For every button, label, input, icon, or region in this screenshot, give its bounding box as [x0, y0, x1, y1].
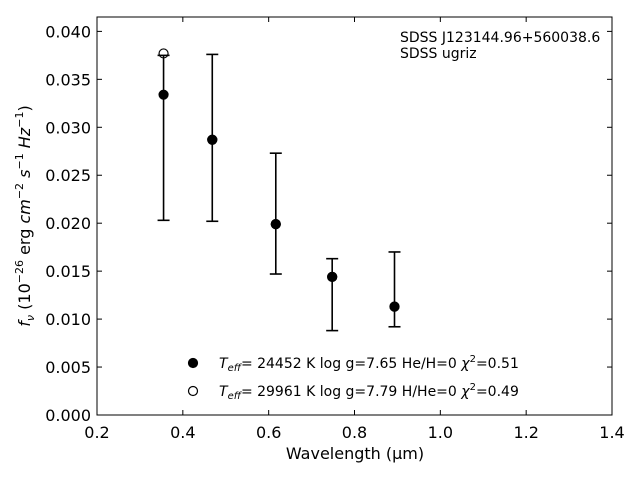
annotation-filter-set: SDSS ugriz	[400, 46, 477, 62]
data-point-filled	[389, 301, 400, 312]
legend-marker-filled	[187, 357, 199, 369]
y-tick-label: 0.000	[45, 406, 91, 425]
y-tick-label: 0.030	[45, 118, 91, 137]
y-tick-label: 0.020	[45, 214, 91, 233]
x-tick-label: 0.2	[84, 423, 109, 442]
data-point-filled	[158, 89, 169, 100]
x-tick-label: 0.4	[170, 423, 195, 442]
y-tick-label: 0.035	[45, 70, 91, 89]
y-axis-title: fν (10−26 erg cm−2 s−1 Hz−1)	[13, 105, 37, 326]
y-tick-label: 0.040	[45, 22, 91, 41]
y-tick-label: 0.010	[45, 310, 91, 329]
data-point-open	[158, 48, 169, 59]
x-tick-label: 1.4	[599, 423, 624, 442]
annotation-object-name: SDSS J123144.96+560038.6	[400, 30, 600, 46]
data-point-filled	[207, 134, 218, 145]
legend: Teff= 24452 K log g=7.65 He/H=0 χ2=0.51 …	[187, 354, 519, 402]
x-axis-ticks: 0.2 0.4 0.6 0.8 1.0 1.2 1.4	[84, 17, 625, 442]
y-tick-label: 0.005	[45, 358, 91, 377]
y-axis-ticks: 0.000 0.005 0.010 0.015 0.020 0.025 0.030 0.035…	[45, 22, 612, 425]
legend-entry-1: Teff= 24452 K log g=7.65 He/H=0 χ2=0.51	[219, 354, 519, 374]
legend-entry-2: Teff= 29961 K log g=7.79 H/He=0 χ2=0.49	[219, 382, 519, 402]
x-axis-title: Wavelength (μm)	[286, 444, 424, 463]
data-point-filled	[270, 219, 281, 230]
data-point-filled	[327, 271, 338, 282]
error-bars	[157, 53, 401, 332]
y-tick-label: 0.015	[45, 262, 91, 281]
y-tick-label: 0.025	[45, 166, 91, 185]
x-tick-label: 0.6	[256, 423, 281, 442]
data-markers	[158, 48, 400, 312]
legend-marker-open	[187, 385, 199, 397]
x-tick-label: 1.0	[428, 423, 453, 442]
x-tick-label: 1.2	[513, 423, 538, 442]
x-tick-label: 0.8	[342, 423, 367, 442]
